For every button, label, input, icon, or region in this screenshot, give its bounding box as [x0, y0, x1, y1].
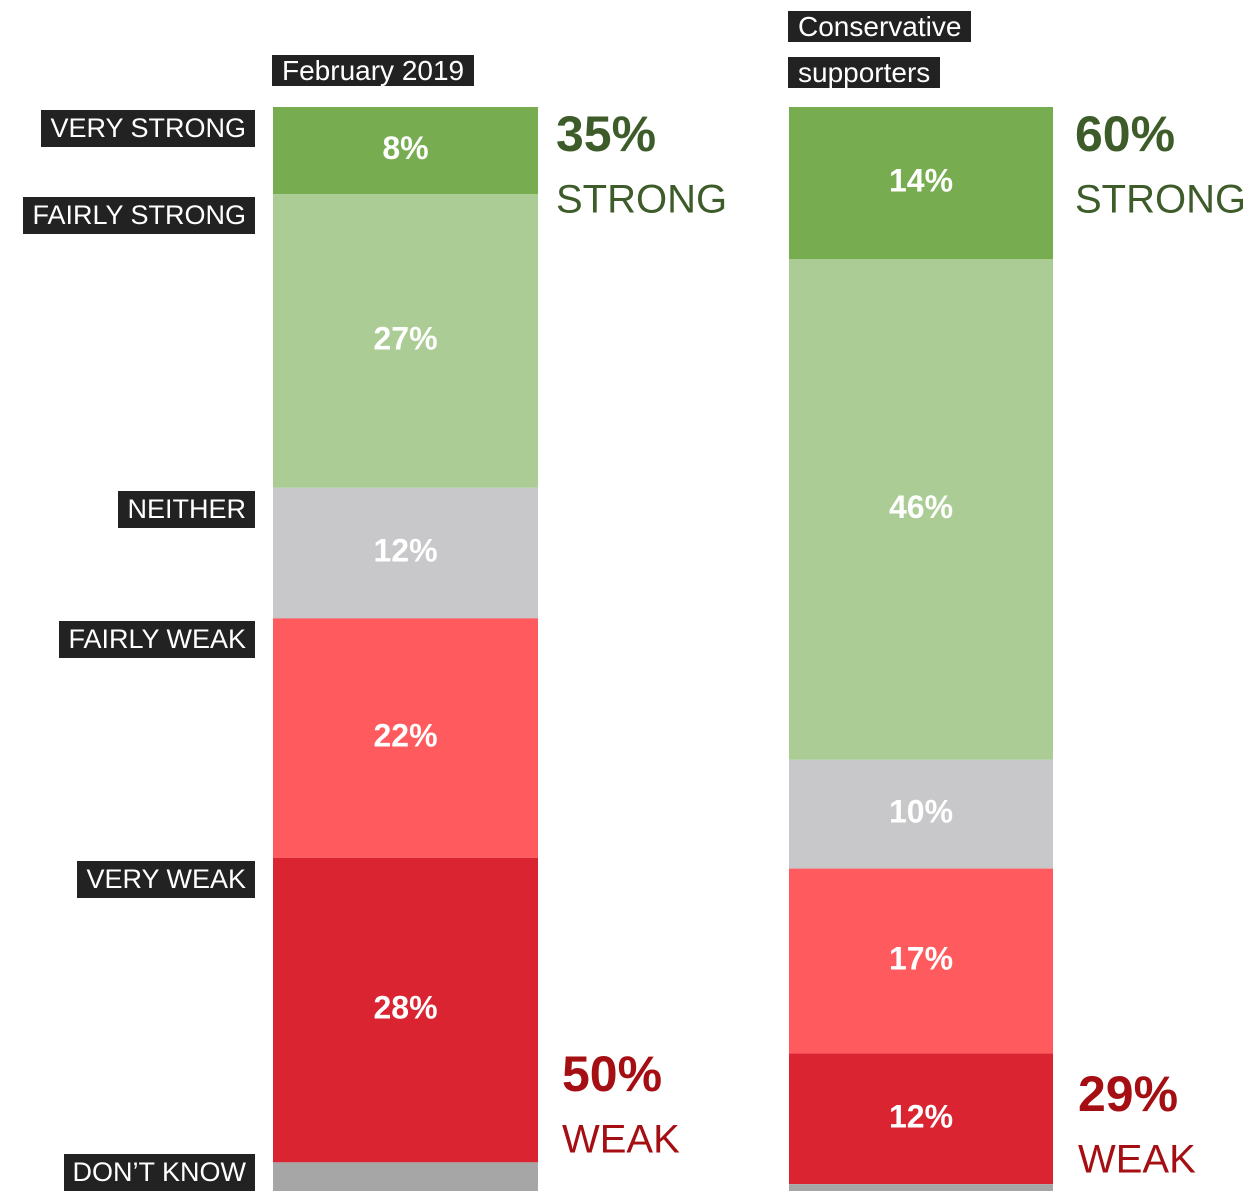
bar-segment — [789, 868, 1053, 1054]
data-label: 22% — [373, 717, 437, 753]
bar-segment — [789, 1053, 1053, 1185]
bar-segment — [273, 487, 538, 619]
data-label: 10% — [889, 794, 953, 830]
summary-value: 35% — [556, 106, 656, 162]
legend-label: DON’T KNOW — [63, 1154, 255, 1191]
bar-title: February 2019 — [272, 48, 512, 94]
data-label: 8% — [382, 130, 428, 166]
summary-value: 29% — [1078, 1066, 1178, 1122]
bar-segment — [273, 107, 538, 195]
bar-segment — [789, 759, 1053, 869]
summary-text: STRONG — [556, 178, 727, 222]
summary-text: WEAK — [562, 1118, 680, 1162]
bar-segment — [273, 618, 538, 858]
bar-segment — [789, 1184, 1053, 1191]
summary-value: 60% — [1075, 106, 1175, 162]
data-label: 12% — [889, 1098, 953, 1134]
legend-label: VERY WEAK — [77, 860, 255, 898]
legend-label: NEITHER — [118, 490, 255, 528]
data-label: 46% — [889, 489, 953, 525]
data-label: 28% — [373, 989, 437, 1025]
bar-segment — [789, 107, 1053, 260]
bar-title-text: February 2019 — [272, 55, 475, 86]
bar-title-text: Conservative supporters — [788, 11, 972, 88]
bar-segment — [789, 259, 1053, 760]
legend-label: VERY STRONG — [41, 110, 255, 147]
summary-value: 50% — [562, 1046, 662, 1102]
summary-text: STRONG — [1075, 178, 1243, 222]
legend-label: FAIRLY WEAK — [59, 621, 255, 659]
bar-title: Conservative supporters — [788, 4, 998, 96]
legend-label: FAIRLY STRONG — [23, 197, 255, 235]
data-label: 17% — [889, 941, 953, 977]
bar-segment — [273, 1162, 538, 1191]
data-label: 27% — [373, 320, 437, 356]
bar-segment — [273, 194, 538, 488]
bar-segment — [273, 857, 538, 1163]
summary-text: WEAK — [1078, 1138, 1196, 1182]
data-label: 14% — [889, 163, 953, 199]
data-label: 12% — [373, 533, 437, 569]
